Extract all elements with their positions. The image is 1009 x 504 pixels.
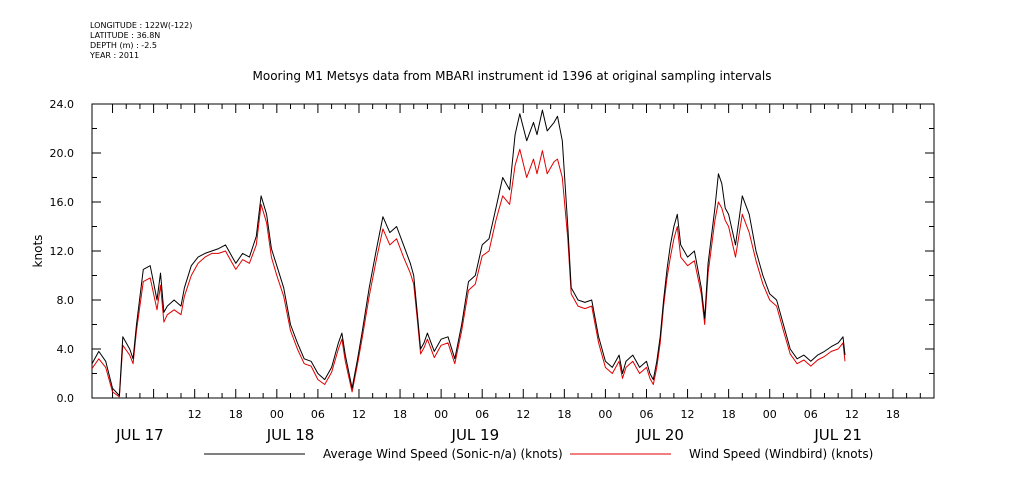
x-tick-label: 18 (229, 408, 243, 421)
x-day-label: JUL 20 (635, 426, 684, 444)
series-line-windbird-wind-speed (91, 148, 846, 398)
y-tick-label: 8.0 (57, 294, 75, 307)
y-tick-label: 20.0 (50, 147, 75, 160)
x-tick-label: 06 (311, 408, 325, 421)
legend-label-windbird-wind-speed: Wind Speed (Windbird) (knots) (689, 447, 873, 461)
y-tick-label: 12.0 (50, 245, 75, 258)
x-tick-label: 06 (639, 408, 653, 421)
chart-title: Mooring M1 Metsys data from MBARI instru… (253, 69, 772, 83)
x-day-label: JUL 21 (813, 426, 862, 444)
x-tick-label: 00 (270, 408, 284, 421)
legend-label-average-wind-speed: Average Wind Speed (Sonic-n/a) (knots) (323, 447, 563, 461)
x-tick-label: 12 (352, 408, 366, 421)
x-tick-label: 00 (763, 408, 777, 421)
x-tick-label: 12 (516, 408, 530, 421)
y-tick-label: 4.0 (57, 343, 75, 356)
dataset-metadata: LONGITUDE : 122W(-122) LATITUDE : 36.8N … (90, 21, 192, 61)
x-tick-label: 00 (434, 408, 448, 421)
meta-longitude: LONGITUDE : 122W(-122) (90, 21, 193, 30)
x-tick-label: 18 (557, 408, 571, 421)
plot-frame (91, 103, 935, 399)
meta-year: YEAR : 2011 (90, 51, 140, 60)
y-tick-label: 16.0 (50, 196, 75, 209)
x-tick-label: 06 (804, 408, 818, 421)
legend: Average Wind Speed (Sonic-n/a) (knots) W… (204, 447, 873, 461)
y-tick-label: 0.0 (57, 392, 75, 405)
y-tick-label: 24.0 (50, 98, 75, 111)
meta-latitude: LATITUDE : 36.8N (90, 31, 161, 40)
x-tick-label: 18 (393, 408, 407, 421)
x-tick-label: 12 (188, 408, 202, 421)
x-tick-label: 12 (845, 408, 859, 421)
series-line-average-wind-speed (91, 109, 846, 397)
x-axis: 12 18 00 06 12 18 00 06 12 18 00 06 12 18 00 06 12 18 JUL … (112, 104, 935, 444)
x-tick-label: 06 (475, 408, 489, 421)
y-axis: 0.0 4.0 8.0 12.0 16.0 20.0 24.0 (50, 98, 934, 405)
x-tick-label: 18 (722, 408, 736, 421)
series-layer (91, 109, 846, 398)
x-day-label: JUL 18 (266, 426, 315, 444)
x-day-label: JUL 19 (451, 426, 500, 444)
x-tick-label: 18 (886, 408, 900, 421)
x-tick-label: 12 (681, 408, 695, 421)
x-day-label: JUL 17 (115, 426, 164, 444)
x-tick-label: 00 (598, 408, 612, 421)
y-axis-label: knots (31, 235, 45, 268)
meta-depth: DEPTH (m) : -2.5 (90, 41, 157, 50)
